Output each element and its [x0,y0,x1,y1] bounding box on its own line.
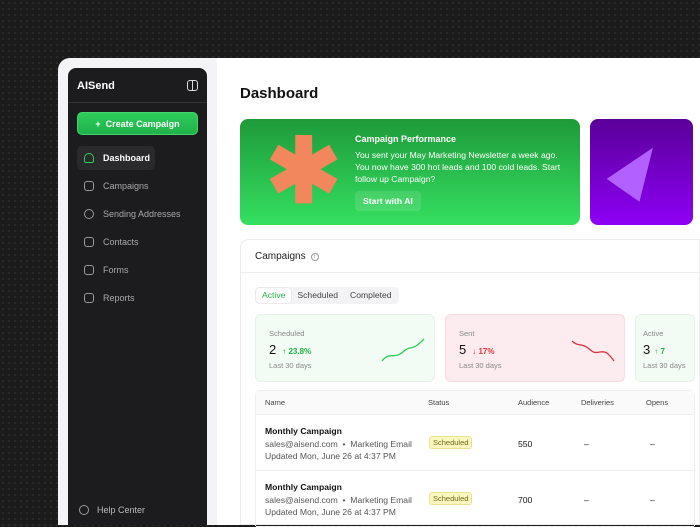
promo-banner [590,119,693,225]
start-with-ai-button[interactable]: Start with AI [355,191,421,211]
help-center-link[interactable]: Help Center [79,505,145,515]
sidebar-item-contacts[interactable]: Contacts [77,230,146,254]
tab-active[interactable]: Active [256,288,292,303]
users-icon [84,237,94,247]
main-content: Dashboard ✱ Campaign Performance You sen… [217,58,700,527]
sidebar-item-forms[interactable]: Forms [77,258,136,282]
divider [241,272,699,273]
stat-value: 3 [643,342,651,357]
banner-body: You sent your May Marketing Newsletter a… [355,150,561,184]
table-header [256,391,694,415]
status-badge: Scheduled [429,492,473,505]
campaigns-panel: Campaigns i Active Scheduled Completed Sc… [240,239,700,527]
sidebar-item-campaigns[interactable]: Campaigns [77,174,156,198]
plus-icon: + [95,118,101,129]
asterisk-illustration: ✱ [266,122,342,222]
sidebar-toggle-icon[interactable] [187,80,198,91]
stat-delta: ↓ 17% [472,347,495,356]
status-badge: Scheduled [429,436,473,449]
stat-value: 5 [459,342,467,357]
campaigns-table: Name Status Audience Deliveries Opens Mo… [255,390,695,527]
banner-title: Campaign Performance [355,134,457,144]
table-row[interactable]: Monthly Campaign sales@aisend.com • Marke… [256,471,694,527]
sidebar-item-dashboard[interactable]: Dashboard [77,146,155,170]
stat-delta: ↑ 23.8% [282,347,312,356]
campaign-performance-banner: ✱ Campaign Performance You sent your May… [240,119,580,225]
campaign-tabs: Active Scheduled Completed [255,287,399,304]
tab-completed[interactable]: Completed [350,290,392,300]
stat-value: 2 [269,342,277,357]
page-title: Dashboard [240,85,319,102]
cone-illustration [606,136,670,202]
tab-scheduled[interactable]: Scheduled [297,290,339,300]
at-icon [84,209,94,219]
stat-card-sent[interactable]: Sent 5 ↓ 17% Last 30 days [445,314,625,382]
info-icon[interactable]: i [310,252,319,261]
sidebar: AISend + Create Campaign Dashboard Campai… [68,68,207,525]
divider [68,102,207,103]
file-icon [84,265,94,275]
stat-card-scheduled[interactable]: Scheduled 2 ↑ 23.8% Last 30 days [255,314,435,382]
brand-logo: AISend [77,80,115,92]
lifebuoy-icon [79,505,89,515]
sidebar-item-reports[interactable]: Reports [77,286,142,310]
stat-card-active[interactable]: Active 3 ↑ 7 Last 30 days [635,314,695,382]
mail-icon [84,181,94,191]
sidebar-item-sending-addresses[interactable]: Sending Addresses [77,202,188,226]
home-icon [84,153,94,163]
sparkline-down [571,340,615,362]
sparkline-up [381,338,425,362]
campaigns-heading: Campaigns i [255,251,319,262]
stat-delta: ↑ 7 [654,347,665,356]
create-campaign-button[interactable]: + Create Campaign [77,112,198,135]
table-row[interactable]: Monthly Campaign sales@aisend.com • Marke… [256,415,694,471]
chart-icon [84,293,94,303]
